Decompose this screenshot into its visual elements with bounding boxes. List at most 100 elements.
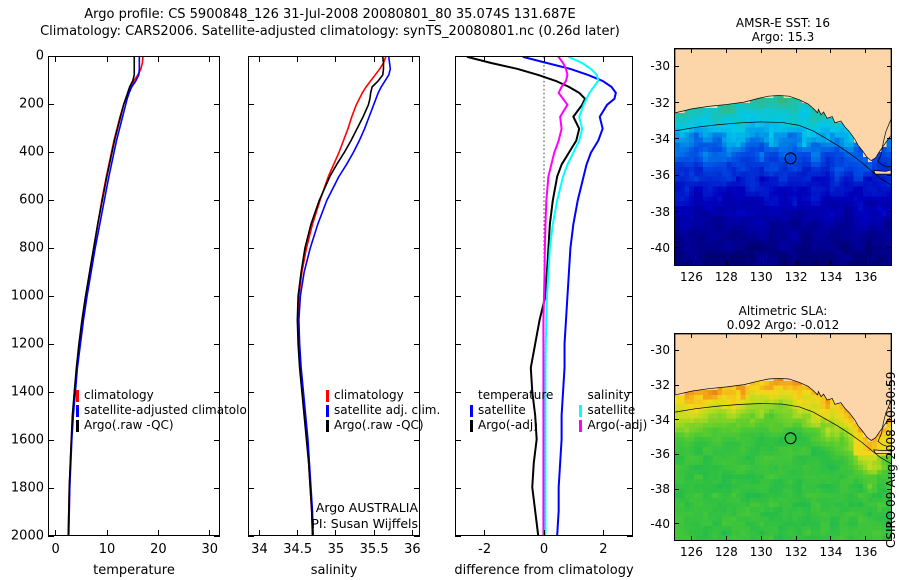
- depth-tick-mark: [455, 247, 461, 249]
- x-tick-mark: [55, 56, 57, 62]
- salinity-axis-title: salinity: [310, 563, 358, 578]
- legend-label: satellite-adjusted climatolo: [84, 403, 247, 417]
- legend-color-swatch: [76, 404, 79, 417]
- lat-tick-mark: [674, 102, 679, 103]
- lon-tick-label: 130: [749, 545, 773, 559]
- sst-map[interactable]: [674, 48, 892, 266]
- shelf-contour: [675, 121, 891, 186]
- lat-tick-mark: [674, 349, 679, 351]
- legend-label: Argo(-adj): [587, 418, 648, 432]
- lat-tick-mark: [674, 174, 679, 176]
- lat-tick-mark: [887, 174, 892, 176]
- depth-tick-mark: [248, 55, 254, 57]
- legend-label: climatology: [84, 388, 154, 402]
- depth-tick-mark: [248, 439, 254, 441]
- depth-tick-mark: [414, 55, 420, 57]
- x-tick-label: -2: [478, 542, 492, 557]
- legend-color-swatch: [470, 419, 473, 432]
- lon-tick-mark: [690, 261, 692, 266]
- x-tick-label: 34.5: [283, 542, 313, 557]
- shelf-contour: [675, 403, 891, 464]
- depth-tick-mark: [48, 103, 54, 105]
- title-line-1: Argo profile: CS 5900848_126 31-Jul-2008…: [84, 7, 576, 22]
- x-tick-mark: [209, 56, 211, 62]
- legend-label: Argo(-adj): [478, 418, 538, 432]
- legend-group: salinity satellite Argo(-adj): [579, 388, 647, 433]
- depth-tick-mark: [48, 343, 54, 345]
- depth-tick-mark: [414, 535, 420, 537]
- legend-item: Argo(-adj): [579, 418, 647, 433]
- depth-tick-mark: [414, 295, 420, 297]
- lon-tick-mark: [795, 261, 797, 266]
- lon-tick-label: 136: [854, 545, 878, 559]
- x-tick-mark: [335, 530, 337, 536]
- legend-group-container: temperature satellite Argo(-adj) salinity sa…: [470, 388, 647, 433]
- legend-label: satellite: [587, 403, 636, 417]
- lat-tick-label: -32: [650, 95, 670, 110]
- x-tick-label: 36: [404, 542, 421, 557]
- lon-tick-label: 134: [819, 270, 843, 284]
- x-tick-mark: [411, 56, 413, 62]
- lat-tick-label: -36: [650, 168, 670, 183]
- depth-tick-mark: [414, 439, 420, 441]
- lat-tick-label: -30: [650, 343, 670, 358]
- lat-tick-mark: [887, 247, 892, 249]
- ocean-field: [675, 93, 891, 265]
- depth-tick-mark: [455, 55, 461, 57]
- x-tick-mark: [484, 530, 486, 536]
- depth-tick-mark: [248, 103, 254, 105]
- difference-axis-title: difference from climatology: [454, 563, 634, 578]
- difference-profile-panel[interactable]: [455, 56, 633, 536]
- lat-tick-mark: [674, 419, 679, 421]
- legend-item: satellite adj. clim.: [326, 403, 440, 418]
- depth-tick-mark: [48, 55, 54, 57]
- depth-tick-mark: [627, 151, 633, 153]
- x-tick-mark: [258, 530, 260, 536]
- legend-color-swatch: [579, 419, 583, 432]
- depth-tick-label: 1200: [10, 336, 44, 352]
- depth-tick-mark: [627, 535, 633, 537]
- x-tick-mark: [602, 56, 604, 62]
- depth-tick-mark: [214, 247, 220, 249]
- lon-tick-label: 136: [854, 270, 878, 284]
- depth-tick-mark: [627, 103, 633, 105]
- salinity-legend: climatology satellite adj. clim. Argo(.raw…: [326, 388, 440, 433]
- depth-tick-mark: [48, 535, 54, 537]
- depth-tick-mark: [455, 391, 461, 393]
- x-tick-label: 2: [599, 542, 608, 557]
- lon-tick-mark: [725, 333, 727, 338]
- lat-tick-mark: [674, 488, 679, 490]
- depth-tick-mark: [48, 151, 54, 153]
- depth-tick-mark: [627, 439, 633, 441]
- lon-tick-mark: [760, 48, 762, 53]
- x-tick-label: 10: [98, 542, 116, 557]
- depth-tick-mark: [414, 247, 420, 249]
- depth-tick-mark: [214, 151, 220, 153]
- sla-map[interactable]: [674, 333, 892, 541]
- x-tick-mark: [335, 56, 337, 62]
- x-tick-mark: [602, 530, 604, 536]
- lat-tick-mark: [887, 453, 892, 455]
- legend-label: Argo(.raw -QC): [334, 418, 424, 432]
- lat-tick-mark: [887, 488, 892, 490]
- depth-tick-mark: [48, 247, 54, 249]
- lon-tick-label: 130: [749, 270, 773, 284]
- ocean-field: [675, 376, 891, 540]
- lat-tick-label: -36: [650, 447, 670, 462]
- lon-tick-mark: [760, 333, 762, 338]
- salinity-profile-panel[interactable]: [248, 56, 420, 536]
- lat-tick-label: -40: [650, 516, 670, 531]
- lon-tick-mark: [830, 261, 832, 266]
- temperature-profile-panel[interactable]: [48, 56, 220, 536]
- lon-tick-mark: [690, 333, 692, 338]
- lat-tick-label: -38: [650, 204, 670, 219]
- legend-label: satellite: [478, 403, 526, 417]
- depth-tick-mark: [214, 487, 220, 489]
- argo-position-marker[interactable]: [784, 432, 797, 445]
- lat-tick-label: -40: [650, 240, 670, 255]
- lat-tick-mark: [674, 523, 679, 525]
- x-tick-mark: [157, 530, 159, 536]
- lon-tick-label: 128: [714, 545, 738, 559]
- argo-position-marker[interactable]: [784, 152, 797, 165]
- lat-tick-mark: [674, 211, 679, 212]
